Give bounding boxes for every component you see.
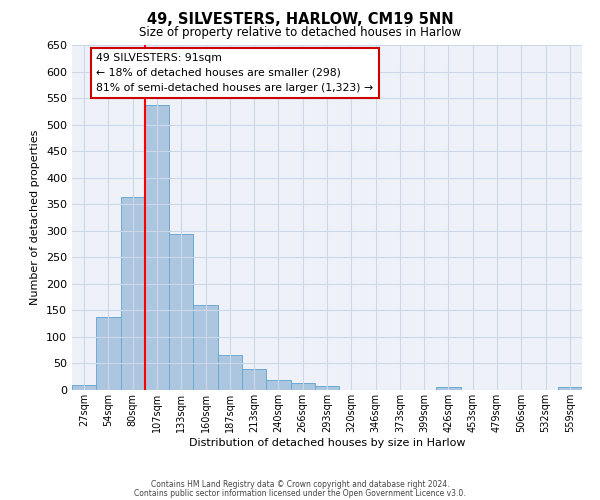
Bar — [290, 382, 315, 390]
X-axis label: Distribution of detached houses by size in Harlow: Distribution of detached houses by size … — [189, 438, 465, 448]
Bar — [72, 384, 96, 390]
Text: Size of property relative to detached houses in Harlow: Size of property relative to detached ho… — [139, 26, 461, 39]
Bar — [193, 305, 218, 390]
Text: Contains public sector information licensed under the Open Government Licence v3: Contains public sector information licen… — [134, 488, 466, 498]
Bar — [145, 105, 169, 390]
Text: 49, SILVESTERS, HARLOW, CM19 5NN: 49, SILVESTERS, HARLOW, CM19 5NN — [146, 12, 454, 28]
Bar — [266, 380, 290, 390]
Bar — [96, 318, 121, 390]
Text: 49 SILVESTERS: 91sqm
← 18% of detached houses are smaller (298)
81% of semi-deta: 49 SILVESTERS: 91sqm ← 18% of detached h… — [96, 53, 373, 92]
Y-axis label: Number of detached properties: Number of detached properties — [31, 130, 40, 305]
Bar — [218, 355, 242, 390]
Bar — [169, 234, 193, 390]
Bar — [558, 388, 582, 390]
Bar — [315, 386, 339, 390]
Bar — [436, 388, 461, 390]
Bar — [121, 198, 145, 390]
Text: Contains HM Land Registry data © Crown copyright and database right 2024.: Contains HM Land Registry data © Crown c… — [151, 480, 449, 489]
Bar — [242, 369, 266, 390]
